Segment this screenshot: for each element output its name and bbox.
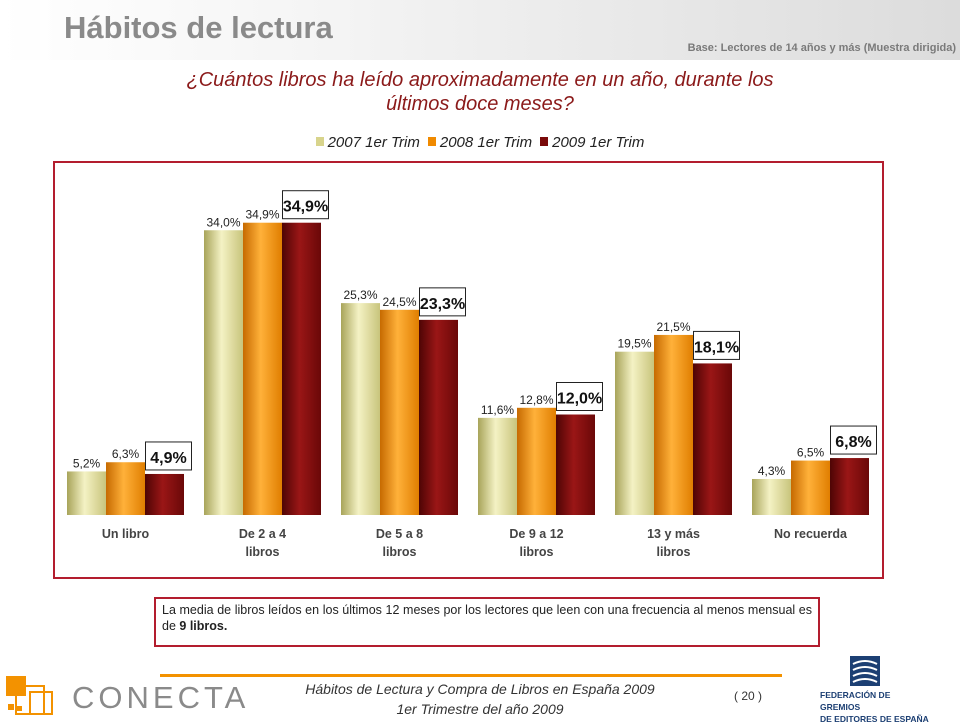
category-label-4: De 9 a 12 libros — [509, 527, 563, 559]
highlight-label-box-4 — [556, 382, 603, 411]
chart-frame — [53, 161, 884, 579]
data-label-2-5: 21,5% — [656, 320, 690, 334]
bar-2-3 — [380, 309, 419, 515]
category-label-1: Un libro — [102, 527, 150, 541]
conecta-logo-mark — [6, 676, 53, 715]
highlight-label-box-3 — [419, 287, 466, 317]
bar-2-5 — [654, 334, 693, 515]
mean-books-note: La media de libros leídos en los últimos… — [154, 597, 820, 647]
bar-1-3 — [341, 303, 380, 515]
bar-3-1 — [145, 473, 184, 515]
bar-2-1 — [106, 462, 145, 515]
bar-3-4 — [556, 414, 595, 515]
legend-item-2: 2008 1er Trim — [427, 134, 533, 151]
data-label-2-6: 6,5% — [797, 446, 825, 460]
footer: Hábitos de Lectura y Compra de Libros en… — [250, 679, 710, 719]
category-label-3: De 5 a 8 libros — [376, 527, 423, 559]
highlight-label-box-1 — [145, 441, 192, 471]
page-number: ( 20 ) — [734, 689, 763, 703]
category-label-6: No recuerda — [774, 527, 848, 541]
base-note: Base: Lectores de 14 años y más (Muestra… — [687, 42, 956, 54]
footer-line-1: Hábitos de Lectura y Compra de Libros en… — [305, 681, 655, 697]
bar-chart: 5,2% 6,3% 4,9% Un libro 34,0% 34,9% 34,9% De 2 … — [67, 190, 877, 559]
data-label-1-2: 34,0% — [206, 215, 240, 229]
legend-item-3: 2009 1er Trim — [540, 134, 644, 151]
legend-label-2: 2008 1er Trim — [439, 134, 533, 151]
data-label-3-2: 34,9% — [283, 199, 328, 216]
bar-1-6 — [752, 478, 791, 515]
federacion-logo-mark — [850, 656, 880, 686]
title-band — [0, 0, 960, 60]
data-label-3-1: 4,9% — [150, 450, 186, 467]
note-emphasis: 9 libros. — [179, 619, 228, 633]
chart-legend: 2007 1er Trim 2008 1er Trim 2009 1er Trim — [0, 134, 960, 151]
data-label-3-3: 23,3% — [420, 296, 465, 313]
chart-question: ¿Cuántos libros ha leído aproximadamente… — [100, 68, 860, 116]
footer-line-2: 1er Trimestre del año 2009 — [396, 701, 564, 717]
bar-1-5 — [615, 351, 654, 515]
legend-swatch-3 — [540, 137, 549, 146]
bar-2-6 — [791, 460, 830, 515]
highlight-label-box-6 — [830, 425, 877, 455]
data-label-2-3: 24,5% — [382, 295, 416, 309]
highlight-label-box-2 — [282, 190, 329, 220]
bar-1-1 — [67, 471, 106, 515]
data-label-1-6: 4,3% — [758, 464, 786, 478]
bar-3-5 — [693, 363, 732, 515]
conecta-logo-text: CONECTA — [72, 680, 250, 715]
data-label-1-3: 25,3% — [343, 288, 377, 302]
legend-swatch-1 — [315, 137, 324, 146]
bar-3-6 — [830, 458, 869, 515]
question-line-1: ¿Cuántos libros ha leído aproximadamente… — [186, 69, 774, 91]
bar-2-2 — [243, 222, 282, 515]
bar-1-4 — [478, 417, 517, 515]
federacion-line-1: FEDERACIÓN DE GREMIOS — [820, 690, 891, 712]
data-label-2-1: 6,3% — [112, 447, 140, 461]
data-label-1-1: 5,2% — [73, 456, 101, 470]
legend-label-1: 2007 1er Trim — [327, 134, 420, 151]
bar-2-4 — [517, 407, 556, 515]
note-text: La media de libros leídos en los últimos… — [162, 603, 812, 633]
category-label-2: De 2 a 4 libros — [239, 527, 286, 559]
data-label-3-5: 18,1% — [694, 339, 739, 356]
data-label-3-6: 6,8% — [835, 434, 871, 451]
bar-3-3 — [419, 319, 458, 515]
highlight-label-box-5 — [693, 330, 740, 360]
federacion-logo-text: FEDERACIÓN DE GREMIOS DE EDITORES DE ESP… — [820, 689, 930, 725]
legend-swatch-2 — [427, 137, 436, 146]
category-label-5: 13 y más libros — [647, 527, 700, 559]
federacion-line-2: DE EDITORES DE ESPAÑA — [820, 714, 929, 724]
footer-divider — [160, 674, 782, 677]
data-label-1-4: 11,6% — [481, 403, 514, 417]
bar-3-2 — [282, 222, 321, 515]
legend-item-1: 2007 1er Trim — [315, 134, 420, 151]
data-label-3-4: 12,0% — [557, 391, 602, 408]
legend-label-3: 2009 1er Trim — [552, 134, 645, 151]
data-label-2-4: 12,8% — [519, 393, 553, 407]
page-title: Hábitos de lectura — [64, 10, 333, 45]
question-line-2: últimos doce meses? — [386, 93, 574, 115]
bar-1-2 — [204, 230, 243, 515]
data-label-2-2: 34,9% — [245, 208, 279, 222]
data-label-1-5: 19,5% — [617, 337, 651, 351]
